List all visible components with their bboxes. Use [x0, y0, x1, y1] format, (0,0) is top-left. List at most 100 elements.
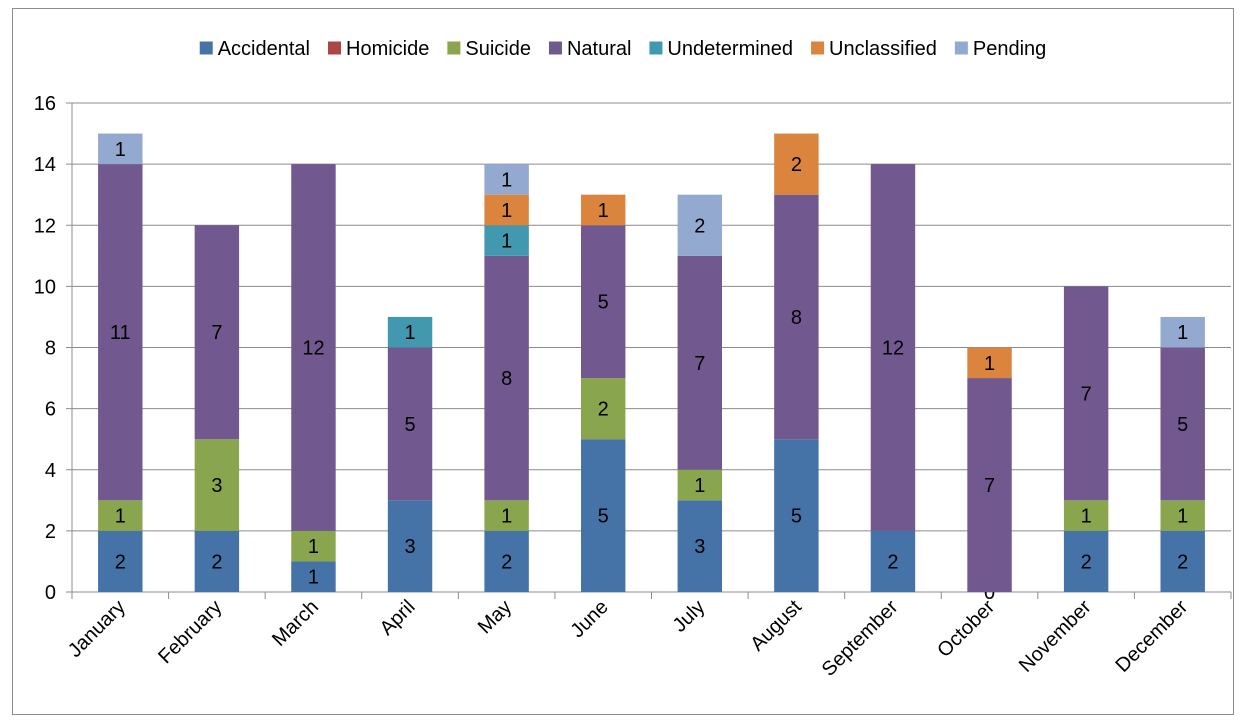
data-label: 1	[501, 506, 512, 528]
data-label: 12	[882, 338, 904, 360]
legend-swatch	[548, 41, 562, 55]
data-label: 2	[694, 215, 705, 237]
data-label: 3	[404, 536, 415, 558]
bar-segment	[98, 133, 143, 165]
x-tick-label: December	[1111, 596, 1192, 677]
bar-segment	[1063, 530, 1109, 592]
x-tick-label: September	[818, 596, 903, 681]
data-label: 1	[501, 200, 512, 222]
legend-swatch	[649, 41, 663, 55]
y-tick-label: 12	[34, 215, 56, 237]
x-tick-label: January	[64, 596, 130, 662]
bar-segment	[484, 255, 529, 501]
bar-segment	[484, 500, 529, 531]
y-tick-label: 6	[45, 399, 56, 421]
bar-segment	[291, 164, 336, 531]
legend-swatch	[447, 41, 461, 55]
data-label: 2	[887, 551, 898, 573]
data-label: 11	[110, 322, 131, 344]
bar-segment	[194, 225, 240, 440]
bar-segment	[677, 500, 723, 592]
bar-segment	[677, 255, 723, 470]
data-label: 7	[694, 353, 705, 375]
bar-segment	[774, 133, 819, 195]
bar-segment	[870, 530, 916, 592]
data-label: 0	[984, 582, 995, 604]
bar-segment	[580, 378, 626, 440]
bar-segment	[484, 225, 529, 256]
data-label: 1	[1177, 506, 1188, 528]
y-tick-label: 14	[34, 154, 56, 176]
bar-segment	[291, 530, 336, 562]
bar-segment	[1063, 286, 1109, 501]
legend-label: Natural	[567, 38, 631, 60]
legend-label: Accidental	[218, 38, 310, 60]
bar-segment	[387, 316, 433, 348]
bar-segment	[98, 164, 143, 501]
data-label: 1	[308, 536, 319, 558]
data-label: 5	[598, 292, 609, 314]
bar-segment	[580, 225, 626, 379]
bar-segment	[484, 530, 529, 592]
y-tick-label: 2	[45, 521, 56, 543]
data-label: 2	[211, 551, 222, 573]
x-tick-label: July	[669, 596, 710, 637]
bar-segment	[484, 164, 529, 195]
x-tick-label: October	[933, 596, 999, 662]
bar-segment	[194, 530, 240, 592]
legend-label: Undetermined	[667, 38, 793, 60]
x-tick-label: August	[746, 596, 806, 656]
x-tick-label: March	[268, 596, 323, 651]
data-label: 8	[791, 307, 802, 329]
data-label: 1	[598, 200, 609, 222]
legend-label: Suicide	[465, 38, 531, 60]
data-label: 2	[791, 154, 802, 176]
legend-swatch	[199, 41, 213, 55]
bar-segment	[1160, 530, 1205, 592]
y-tick-label: 0	[45, 582, 56, 604]
bar-segment	[1160, 500, 1205, 531]
legend-label: Unclassified	[829, 38, 937, 60]
data-label: 1	[1177, 322, 1188, 344]
bar-segment	[967, 347, 1012, 379]
data-label: 1	[404, 322, 415, 344]
data-label: 5	[1177, 414, 1188, 436]
bar-segment	[98, 530, 143, 592]
bar-segment	[387, 500, 433, 592]
legend-swatch	[328, 41, 342, 55]
bar-segment	[1160, 316, 1205, 348]
data-label: 2	[598, 399, 609, 421]
data-label: 8	[501, 368, 512, 390]
bar-segment	[870, 164, 916, 531]
data-label: 2	[1081, 551, 1092, 573]
data-label: 5	[404, 414, 415, 436]
x-tick-label: February	[154, 596, 226, 668]
data-label: 2	[1177, 551, 1188, 573]
legend-swatch	[954, 41, 968, 55]
data-label: 1	[1081, 506, 1092, 528]
legend-swatch	[811, 41, 825, 55]
data-label: 7	[211, 322, 222, 344]
bar-segment	[580, 194, 626, 226]
y-tick-label: 16	[34, 93, 56, 115]
bar-segment	[1063, 500, 1109, 531]
legend-label: Pending	[973, 38, 1046, 60]
data-label: 1	[308, 567, 319, 589]
y-tick-label: 8	[45, 338, 56, 360]
data-label: 2	[501, 551, 512, 573]
data-label: 3	[694, 536, 705, 558]
bar-segment	[677, 469, 723, 501]
bar-segment	[677, 194, 723, 256]
data-label: 5	[791, 506, 802, 528]
bar-segment	[194, 439, 240, 531]
bar-segment	[484, 194, 529, 226]
data-label: 2	[115, 551, 126, 573]
bar-segment	[98, 500, 143, 531]
bar-segment	[580, 439, 626, 592]
data-label: 12	[302, 338, 324, 360]
data-label: 5	[598, 506, 609, 528]
data-label: 7	[984, 475, 995, 497]
data-label: 1	[984, 353, 995, 375]
bar-segment	[387, 347, 433, 501]
